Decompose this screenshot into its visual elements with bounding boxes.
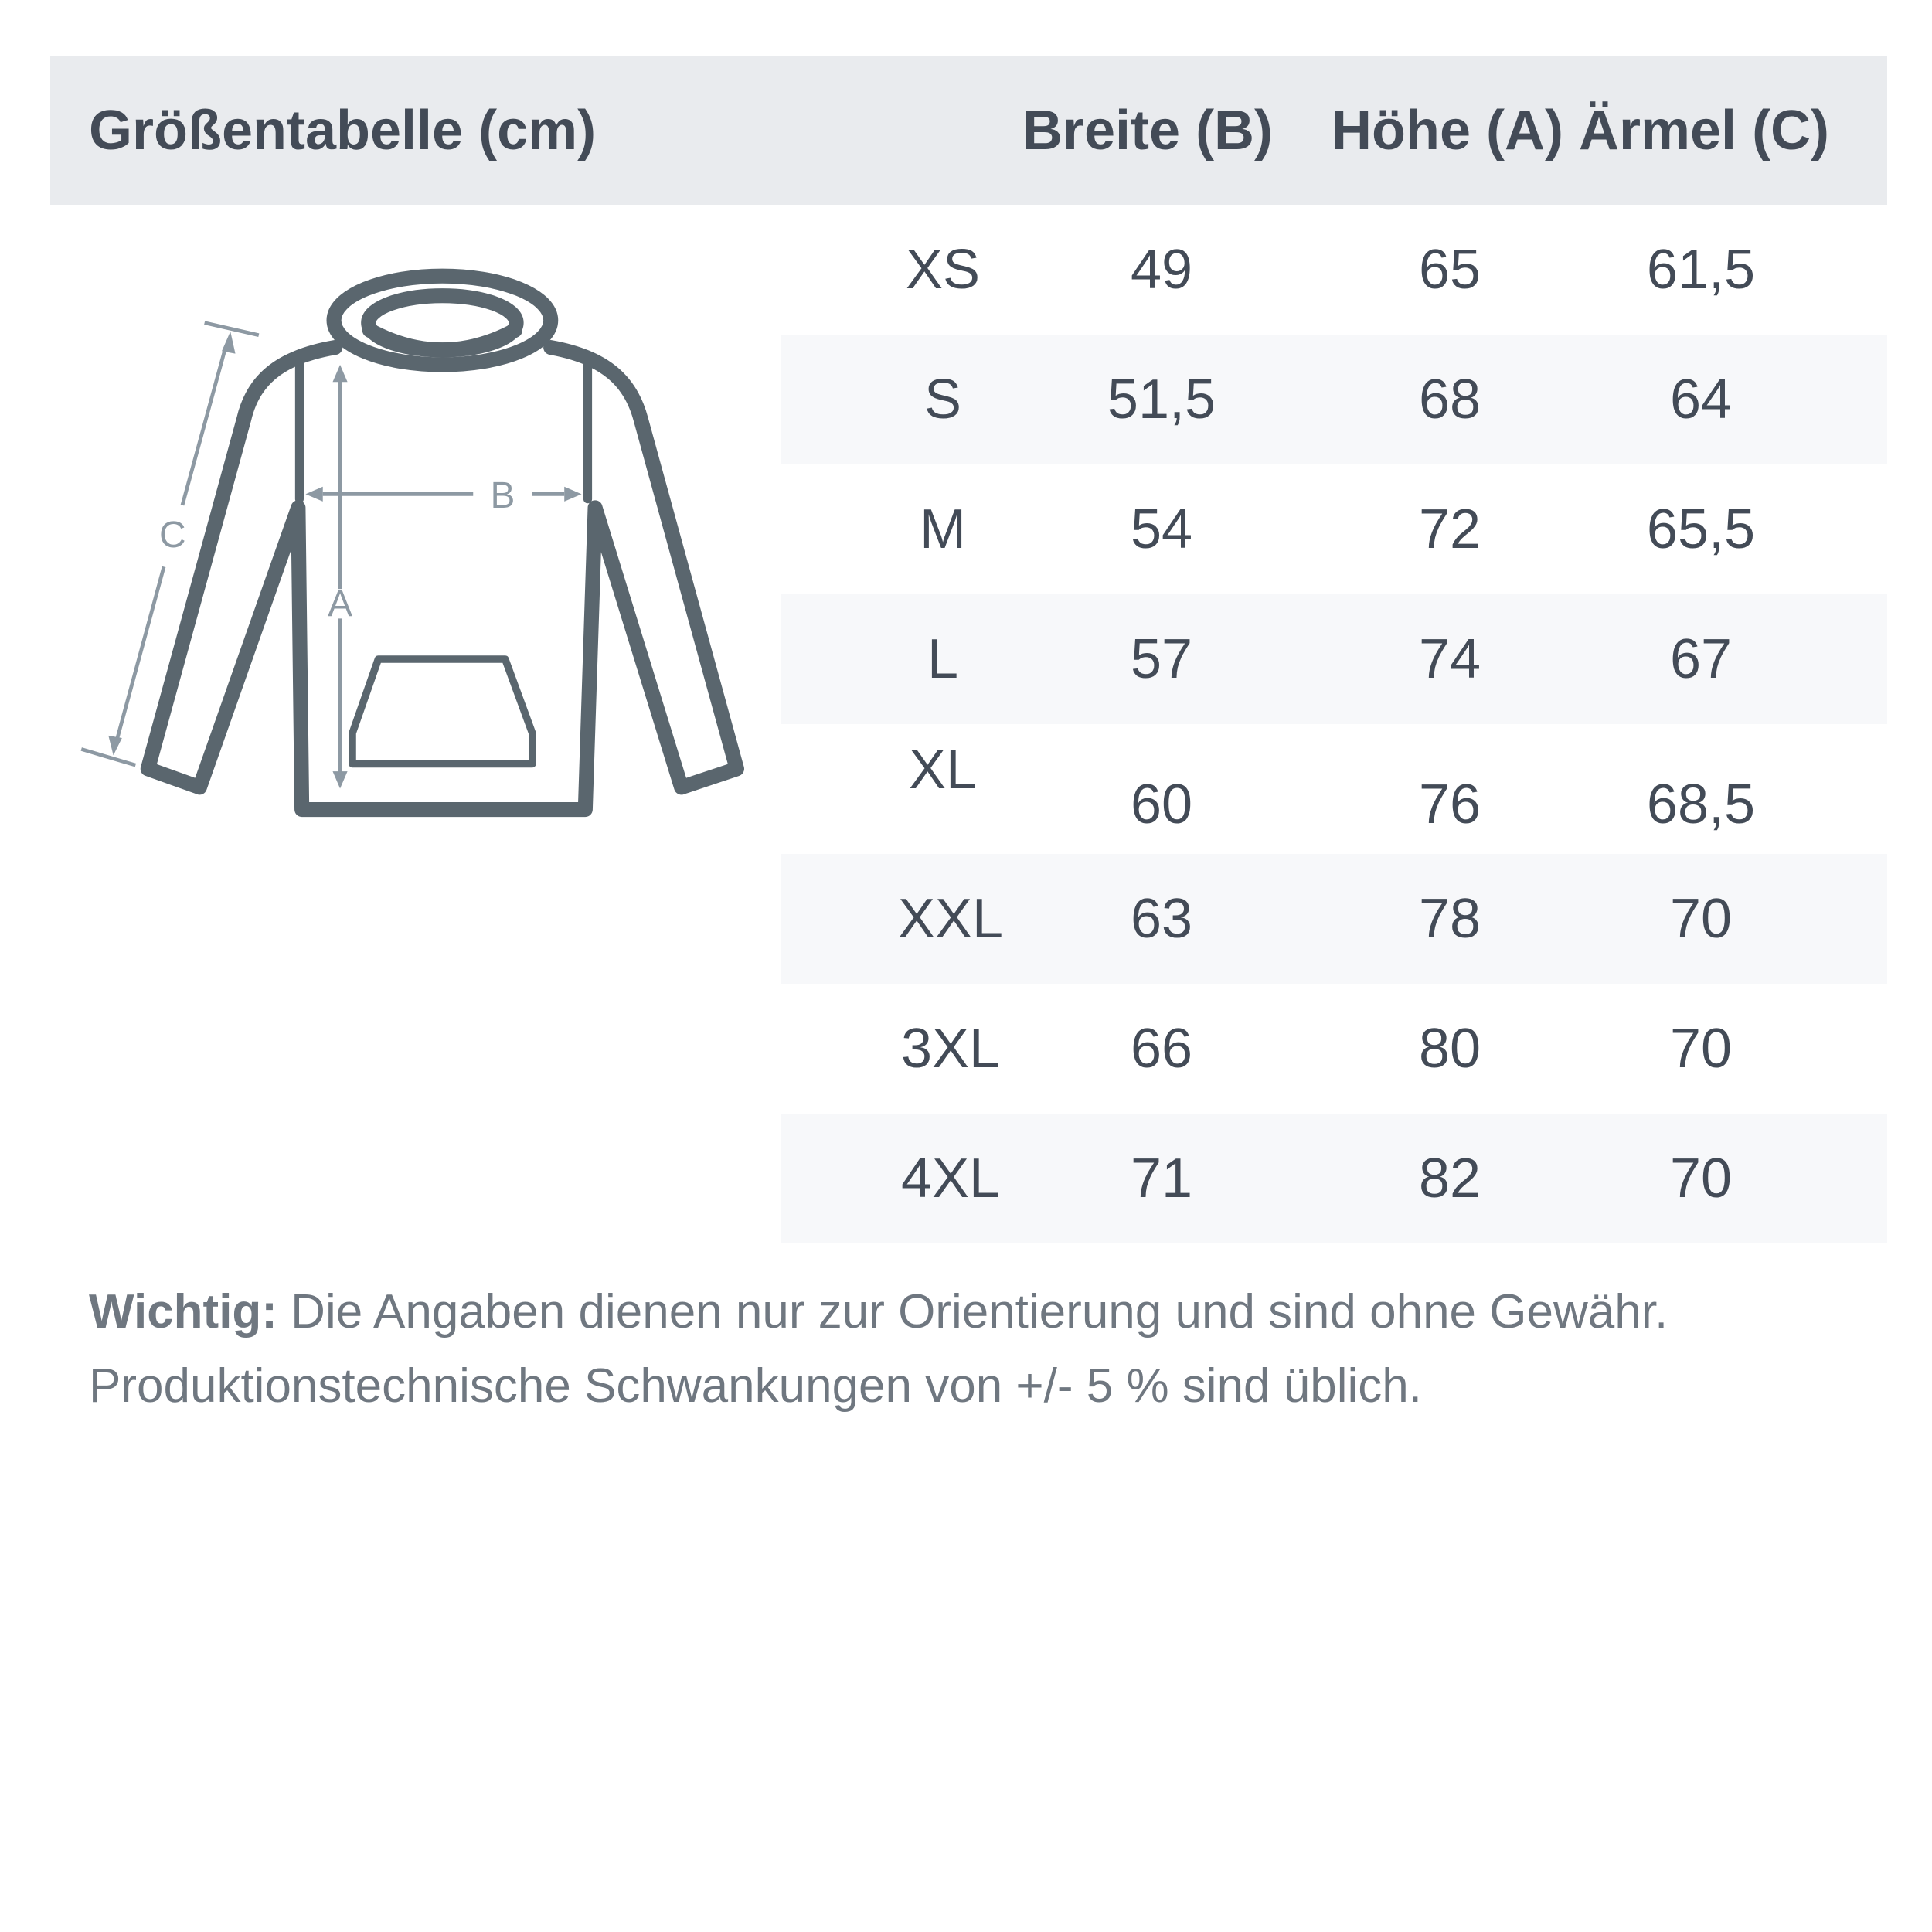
- hoehe-cell: 76: [1418, 774, 1481, 836]
- aermel-cell: 70: [1669, 1018, 1733, 1080]
- measure-a-label: A: [328, 583, 352, 624]
- hoehe-cell: 65: [1418, 239, 1481, 301]
- disclaimer-note: Wichtig: Die Angaben dienen nur zur Orie…: [89, 1275, 1668, 1423]
- table-row: XXL 63 78 70: [781, 854, 1887, 984]
- aermel-cell: 67: [1669, 628, 1733, 690]
- table-row: M 54 72 65,5: [781, 464, 1887, 594]
- hoodie-icon: [140, 268, 745, 818]
- size-cell: L: [927, 628, 959, 690]
- hoehe-cell: 82: [1418, 1148, 1481, 1209]
- hoehe-cell: 68: [1418, 369, 1481, 430]
- measure-lines: [80, 321, 582, 789]
- size-cell: XS: [905, 239, 981, 301]
- page-title: Größentabelle (cm): [89, 100, 597, 162]
- note-label: Wichtig:: [89, 1285, 277, 1338]
- column-header-aermel: Ärmel (C): [1578, 100, 1830, 162]
- note-line-2: Produktionstechnische Schwankungen von +…: [89, 1359, 1422, 1413]
- note-line-1: Die Angaben dienen nur zur Orientierung …: [277, 1285, 1668, 1338]
- size-cell: 3XL: [900, 1018, 1001, 1080]
- size-table: XS 49 65 61,5 S 51,5 68 64 M 54 72 65,5 …: [781, 205, 1887, 1243]
- table-row: XS 49 65 61,5: [781, 205, 1887, 335]
- aermel-cell: 70: [1669, 888, 1733, 950]
- table-row: S 51,5 68 64: [781, 335, 1887, 464]
- column-header-breite: Breite (B): [1022, 100, 1274, 162]
- hoehe-cell: 74: [1418, 628, 1481, 690]
- measure-c-label: C: [159, 515, 186, 556]
- hoehe-cell: 80: [1418, 1018, 1481, 1080]
- breite-cell: 60: [1130, 774, 1193, 836]
- size-cell: S: [923, 369, 962, 430]
- measure-b-label: B: [491, 475, 515, 516]
- size-cell: XXL: [897, 888, 1004, 950]
- table-header: Größentabelle (cm) Breite (B) Höhe (A) Ä…: [50, 56, 1887, 205]
- hoehe-cell: 78: [1418, 888, 1481, 950]
- table-row: L 57 74 67: [781, 594, 1887, 724]
- aermel-cell: 70: [1669, 1148, 1733, 1209]
- column-header-hoehe: Höhe (A): [1332, 100, 1563, 162]
- hoehe-cell: 72: [1418, 498, 1481, 560]
- breite-cell: 54: [1130, 498, 1193, 560]
- table-row: XL 60 76 68,5: [781, 724, 1887, 854]
- aermel-cell: 61,5: [1646, 239, 1756, 301]
- table-row: 4XL 71 82 70: [781, 1114, 1887, 1243]
- size-cell: 4XL: [900, 1148, 1001, 1209]
- breite-cell: 66: [1130, 1018, 1193, 1080]
- breite-cell: 63: [1130, 888, 1193, 950]
- aermel-cell: 65,5: [1646, 498, 1756, 560]
- measure-c-line: [180, 346, 228, 506]
- size-cell: XL: [908, 738, 978, 801]
- breite-cell: 57: [1130, 628, 1193, 690]
- breite-cell: 49: [1130, 239, 1193, 301]
- aermel-cell: 68,5: [1646, 774, 1756, 836]
- aermel-cell: 64: [1669, 369, 1733, 430]
- breite-cell: 71: [1130, 1148, 1193, 1209]
- size-cell: M: [920, 498, 966, 560]
- breite-cell: 51,5: [1107, 369, 1216, 430]
- table-row: 3XL 66 80 70: [781, 984, 1887, 1114]
